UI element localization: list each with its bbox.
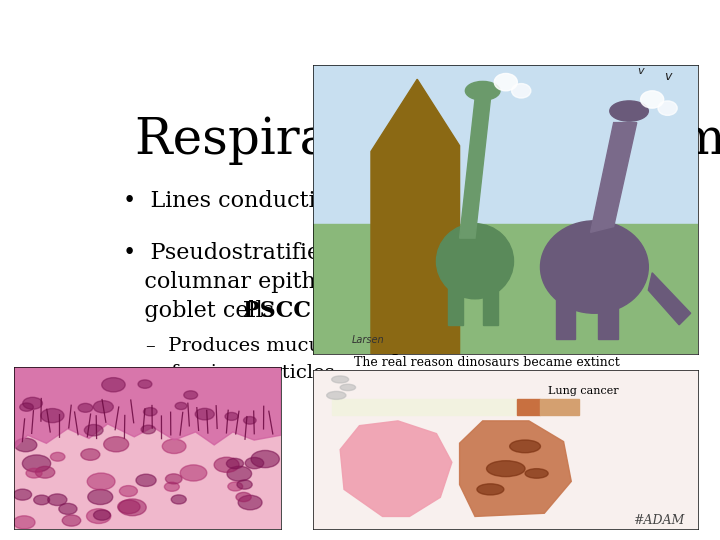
Circle shape <box>102 377 125 392</box>
Bar <box>482 267 498 325</box>
Circle shape <box>87 473 115 490</box>
Ellipse shape <box>541 221 648 313</box>
Circle shape <box>164 482 179 491</box>
Circle shape <box>477 484 504 495</box>
Polygon shape <box>590 123 636 232</box>
Circle shape <box>50 453 65 461</box>
Circle shape <box>104 437 129 452</box>
Circle shape <box>494 73 518 91</box>
Circle shape <box>19 403 33 411</box>
Circle shape <box>487 461 525 477</box>
Text: PSCC: PSCC <box>243 300 312 322</box>
Ellipse shape <box>436 224 513 299</box>
Circle shape <box>251 450 279 468</box>
Circle shape <box>184 391 197 399</box>
Text: The real reason dinosaurs became extinct: The real reason dinosaurs became extinct <box>354 356 619 369</box>
Circle shape <box>141 425 156 434</box>
Text: Lung cancer: Lung cancer <box>547 386 618 396</box>
Circle shape <box>22 455 50 472</box>
Circle shape <box>238 495 262 510</box>
Circle shape <box>62 515 81 526</box>
Circle shape <box>512 84 531 98</box>
Circle shape <box>228 482 243 491</box>
Circle shape <box>13 516 35 529</box>
Circle shape <box>14 438 37 452</box>
Text: #ADAM: #ADAM <box>633 514 684 526</box>
Circle shape <box>143 408 157 416</box>
Text: v: v <box>637 65 644 76</box>
Circle shape <box>26 468 42 478</box>
Text: foreign particles: foreign particles <box>145 364 334 382</box>
Text: –  Produces mucus to trap: – Produces mucus to trap <box>145 337 405 355</box>
Polygon shape <box>371 79 459 354</box>
Circle shape <box>34 495 50 505</box>
Text: •  Pseudostratified ciliated: • Pseudostratified ciliated <box>124 241 426 264</box>
Bar <box>313 65 698 224</box>
Circle shape <box>59 503 77 515</box>
Polygon shape <box>648 273 690 325</box>
Bar <box>541 399 579 415</box>
Circle shape <box>120 485 138 497</box>
Circle shape <box>162 439 186 454</box>
Bar <box>333 399 518 415</box>
Ellipse shape <box>610 101 648 121</box>
Circle shape <box>136 474 156 487</box>
Circle shape <box>525 469 548 478</box>
Text: Respiratory Epithelium.: Respiratory Epithelium. <box>135 114 720 165</box>
Circle shape <box>35 467 55 478</box>
Circle shape <box>86 509 111 523</box>
Circle shape <box>237 480 252 489</box>
Circle shape <box>641 91 664 108</box>
Circle shape <box>81 449 100 460</box>
Text: goblet cells: goblet cells <box>124 300 282 322</box>
Circle shape <box>84 424 103 436</box>
Polygon shape <box>459 421 571 516</box>
Polygon shape <box>14 367 281 448</box>
Circle shape <box>117 500 140 514</box>
Text: v: v <box>664 70 671 83</box>
Polygon shape <box>340 421 452 516</box>
Circle shape <box>340 384 356 390</box>
Bar <box>598 287 618 339</box>
Text: Larsen: Larsen <box>351 335 384 345</box>
Circle shape <box>175 402 187 409</box>
Text: columnar epithelium with: columnar epithelium with <box>124 271 435 293</box>
Circle shape <box>332 376 348 383</box>
Circle shape <box>171 495 186 504</box>
Circle shape <box>180 465 207 481</box>
Circle shape <box>88 489 113 504</box>
Circle shape <box>195 408 215 420</box>
Circle shape <box>14 489 32 500</box>
Circle shape <box>658 101 678 116</box>
Circle shape <box>23 397 42 409</box>
Circle shape <box>94 401 113 413</box>
Text: •  Lines conducting portions: • Lines conducting portions <box>124 190 445 212</box>
Polygon shape <box>459 99 490 238</box>
Circle shape <box>94 510 110 520</box>
Bar <box>448 267 464 325</box>
Circle shape <box>138 380 152 388</box>
Bar <box>518 399 541 415</box>
Circle shape <box>510 440 541 453</box>
Circle shape <box>236 492 251 502</box>
Ellipse shape <box>465 82 500 100</box>
Circle shape <box>48 494 67 505</box>
Circle shape <box>78 403 93 413</box>
Circle shape <box>166 474 182 484</box>
Circle shape <box>227 466 251 481</box>
Circle shape <box>41 409 64 423</box>
Circle shape <box>119 499 146 516</box>
Circle shape <box>226 458 243 469</box>
Circle shape <box>214 457 239 472</box>
Bar <box>313 224 698 354</box>
Circle shape <box>243 416 256 424</box>
Circle shape <box>327 392 346 400</box>
Bar <box>556 287 575 339</box>
Circle shape <box>225 413 238 421</box>
Circle shape <box>246 457 264 469</box>
